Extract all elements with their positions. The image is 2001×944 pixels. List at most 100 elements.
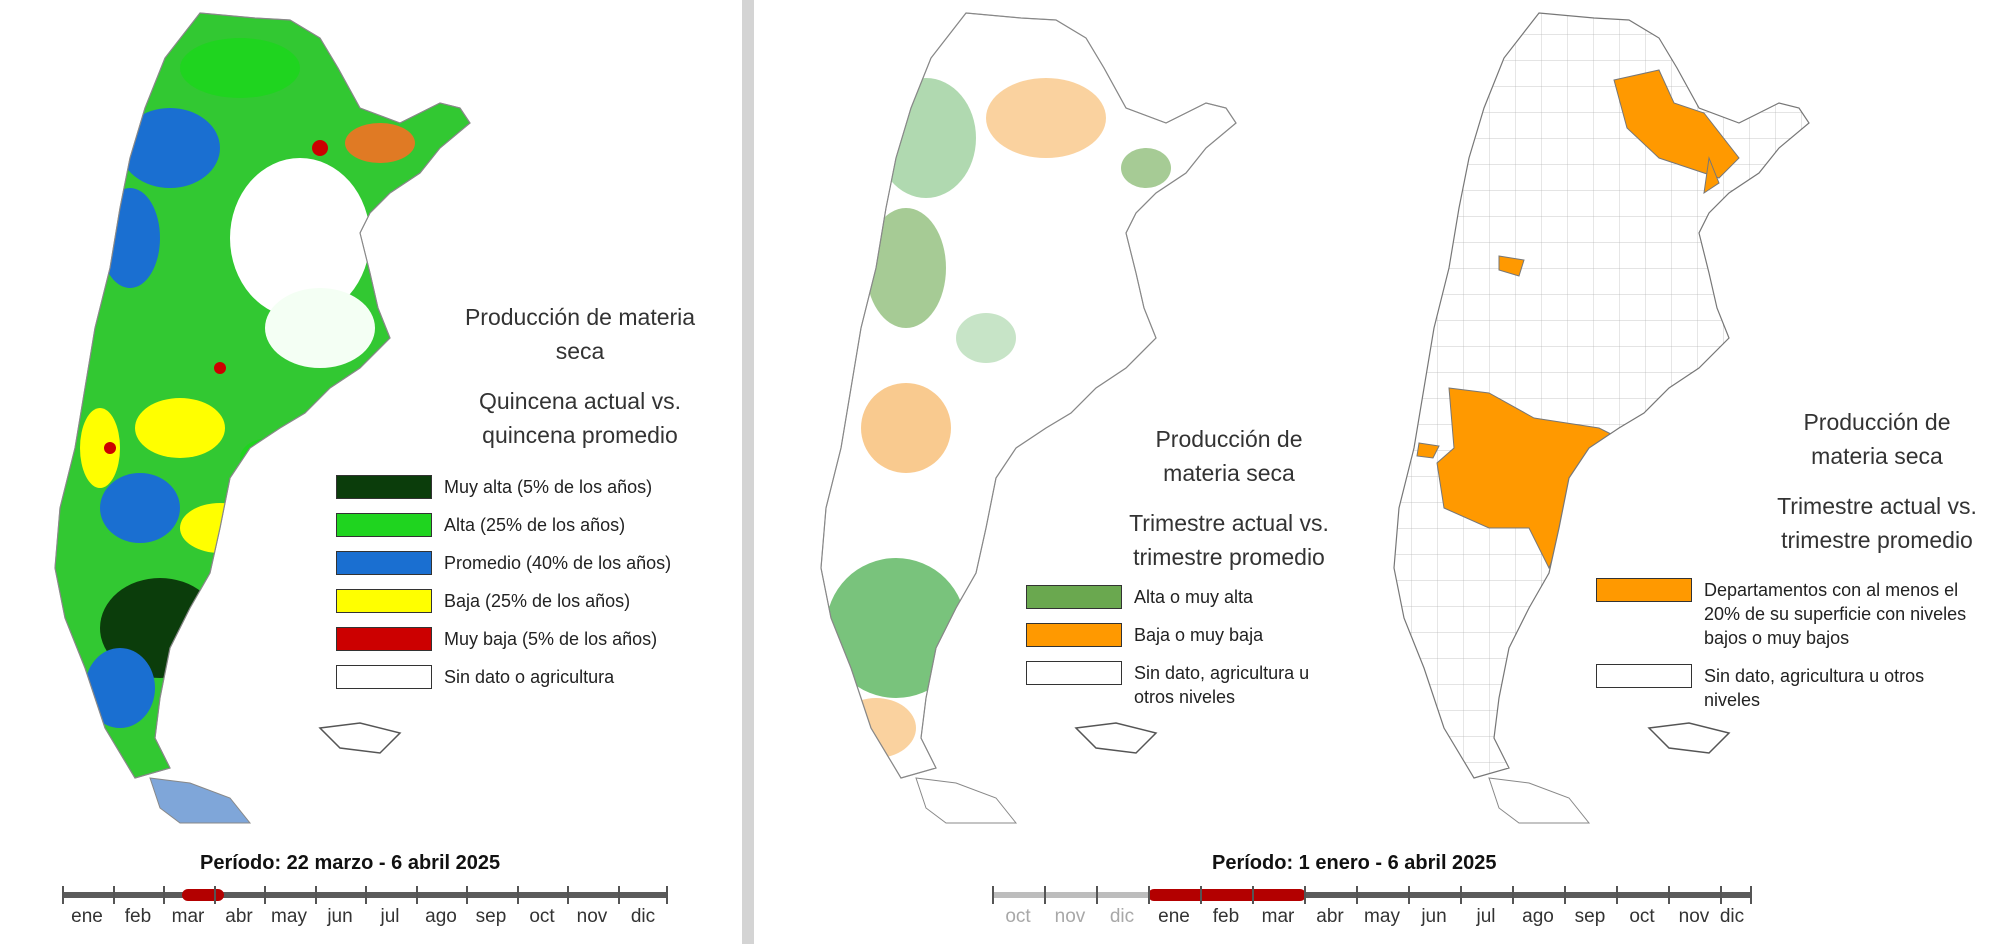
timeline-active-period: [1148, 889, 1306, 901]
legend-item: Alta o muy alta: [1026, 585, 1336, 609]
timeline-month: abr: [1316, 906, 1344, 927]
timeline-month: nov: [576, 906, 608, 927]
legend-label: Baja (25% de los años): [444, 591, 631, 611]
timeline-tick: [1750, 886, 1752, 904]
departments-legend: Departamentos con al menos el 20% de su …: [1596, 578, 1996, 726]
timeline-tick: [666, 886, 668, 904]
timeline-tick: [113, 886, 115, 904]
argentina-biweekly-map: [54, 12, 471, 824]
timeline-month: dic: [1719, 906, 1745, 927]
subtitle-line: Trimestre actual vs.: [1777, 493, 1977, 519]
title-line: Producción de: [1803, 409, 1951, 435]
legend-swatch: [336, 513, 432, 537]
timeline-track: [992, 892, 1752, 898]
subtitle-line: trimestre promedio: [1133, 544, 1325, 570]
legend-label: Muy alta (5% de los años): [444, 477, 653, 497]
argentina-departments-map: [1393, 12, 1810, 824]
timeline-tick: [1460, 886, 1462, 904]
biweekly-legend: Muy alta (5% de los años) Alta (25% de l…: [336, 475, 671, 703]
timeline-month: nov: [1054, 906, 1086, 927]
timeline-track-previous-year: [992, 892, 1148, 898]
panel-divider: [742, 0, 754, 944]
timeline-month: jun: [327, 906, 353, 927]
timeline-month: may: [1364, 906, 1400, 927]
timeline-tick: [1096, 886, 1098, 904]
timeline-tick: [1356, 886, 1358, 904]
timeline-tick: [1304, 886, 1306, 904]
timeline-month: abr: [225, 906, 253, 927]
argentina-quarterly-map: [820, 12, 1237, 824]
legend-item: Muy baja (5% de los años): [336, 627, 671, 651]
timeline-tick: [618, 886, 620, 904]
timeline-month: may: [271, 906, 307, 927]
title-line: materia seca: [1811, 443, 1943, 469]
month-timeline: oct nov dic ene feb mar abr may jun jul …: [992, 876, 1752, 927]
legend-item: Sin dato, agricultura u otros niveles: [1596, 664, 1996, 712]
legend-swatch: [1596, 664, 1692, 688]
subtitle-line: quincena promedio: [482, 422, 678, 448]
timeline-tick: [1044, 886, 1046, 904]
legend-item: Muy alta (5% de los años): [336, 475, 671, 499]
legend-swatch: [336, 627, 432, 651]
timeline-tick: [264, 886, 266, 904]
timeline-tick: [214, 886, 216, 904]
timeline-tick: [1408, 886, 1410, 904]
timeline-tick: [163, 886, 165, 904]
timeline-tick: [1148, 886, 1150, 904]
timeline-month: oct: [1629, 906, 1655, 927]
timeline-month: dic: [630, 906, 656, 927]
quarterly-legend: Alta o muy alta Baja o muy baja Sin dato…: [1026, 585, 1336, 723]
timeline-month: mar: [171, 906, 205, 927]
legend-swatch: [336, 475, 432, 499]
legend-label: Muy baja (5% de los años): [444, 629, 658, 649]
timeline-month: sep: [475, 906, 507, 927]
legend-swatch: [336, 551, 432, 575]
timeline-month: dic: [1109, 906, 1135, 927]
legend-item: Alta (25% de los años): [336, 513, 671, 537]
timeline-tick: [1512, 886, 1514, 904]
legend-label: Sin dato, agricultura u otros niveles: [1704, 666, 1925, 710]
subtitle-line: trimestre promedio: [1781, 527, 1973, 553]
timeline-tick: [1200, 886, 1202, 904]
timeline-month: nov: [1678, 906, 1710, 927]
subtitle-line: Trimestre actual vs.: [1129, 510, 1329, 536]
legend-swatch: [1596, 578, 1692, 602]
legend-item: Sin dato, agricultura u otros niveles: [1026, 661, 1336, 709]
timeline-tick: [567, 886, 569, 904]
timeline-tick: [992, 886, 994, 904]
legend-label: Sin dato o agricultura: [444, 667, 615, 687]
timeline-month: sep: [1574, 906, 1606, 927]
timeline-month: jul: [1476, 906, 1496, 927]
timeline-tick: [315, 886, 317, 904]
subtitle-line: Quincena actual vs.: [478, 388, 681, 414]
title-line: Producción de materia: [464, 304, 696, 330]
legend-label: Departamentos con al menos el 20% de su …: [1704, 580, 1967, 648]
biweekly-map-panel: Producción de materia seca Quincena actu…: [0, 0, 742, 944]
title-line: materia seca: [1163, 460, 1295, 486]
timeline-month: ago: [1522, 906, 1554, 927]
timeline-month: ago: [425, 906, 457, 927]
biweekly-map-title: Producción de materia seca Quincena actu…: [430, 300, 730, 452]
timeline-tick: [62, 886, 64, 904]
timeline-tick: [365, 886, 367, 904]
timeline-tick: [1668, 886, 1670, 904]
legend-label: Alta o muy alta: [1134, 587, 1254, 607]
timeline-month: oct: [1005, 906, 1031, 927]
legend-item: Departamentos con al menos el 20% de su …: [1596, 578, 1996, 650]
timeline-month: oct: [529, 906, 555, 927]
departments-map-title: Producción de materia seca Trimestre act…: [1762, 405, 1992, 557]
month-timeline: ene feb mar abr may jun jul ago sep oct …: [62, 876, 668, 927]
timeline-tick: [1720, 886, 1722, 904]
quarterly-maps-panel: Producción de materia seca Trimestre act…: [754, 0, 2001, 944]
legend-item: Promedio (40% de los años): [336, 551, 671, 575]
timeline-tick: [517, 886, 519, 904]
legend-swatch: [1026, 661, 1122, 685]
legend-item: Baja o muy baja: [1026, 623, 1336, 647]
legend-swatch: [336, 589, 432, 613]
timeline-tick: [1616, 886, 1618, 904]
period-label: Período: 1 enero - 6 abril 2025: [1212, 852, 1497, 874]
period-label: Período: 22 marzo - 6 abril 2025: [200, 852, 501, 874]
timeline-month: mar: [1261, 906, 1295, 927]
legend-swatch: [1026, 585, 1122, 609]
timeline-active-period: [182, 889, 224, 901]
